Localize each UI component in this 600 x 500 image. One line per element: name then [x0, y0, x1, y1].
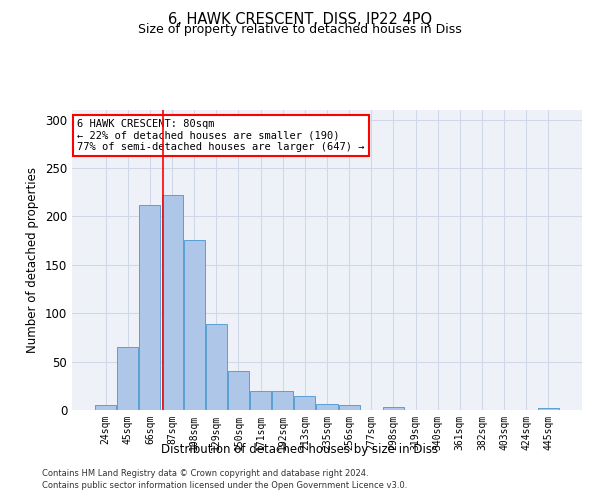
Bar — [338, 405, 359, 410]
Y-axis label: Number of detached properties: Number of detached properties — [26, 167, 40, 353]
Bar — [161, 195, 182, 410]
Text: Contains public sector information licensed under the Open Government Licence v3: Contains public sector information licen… — [42, 481, 407, 490]
Bar — [272, 390, 293, 410]
Bar — [295, 396, 316, 410]
Bar — [139, 205, 160, 410]
Bar — [538, 408, 559, 410]
Bar — [184, 240, 205, 410]
Text: Size of property relative to detached houses in Diss: Size of property relative to detached ho… — [138, 22, 462, 36]
Bar — [206, 324, 227, 410]
Text: Distribution of detached houses by size in Diss: Distribution of detached houses by size … — [161, 442, 439, 456]
Text: 6 HAWK CRESCENT: 80sqm
← 22% of detached houses are smaller (190)
77% of semi-de: 6 HAWK CRESCENT: 80sqm ← 22% of detached… — [77, 119, 365, 152]
Bar — [383, 407, 404, 410]
Bar — [118, 347, 139, 410]
Bar — [228, 372, 249, 410]
Bar — [95, 405, 116, 410]
Bar — [316, 404, 338, 410]
Text: 6, HAWK CRESCENT, DISS, IP22 4PQ: 6, HAWK CRESCENT, DISS, IP22 4PQ — [168, 12, 432, 28]
Bar — [250, 390, 271, 410]
Text: Contains HM Land Registry data © Crown copyright and database right 2024.: Contains HM Land Registry data © Crown c… — [42, 468, 368, 477]
